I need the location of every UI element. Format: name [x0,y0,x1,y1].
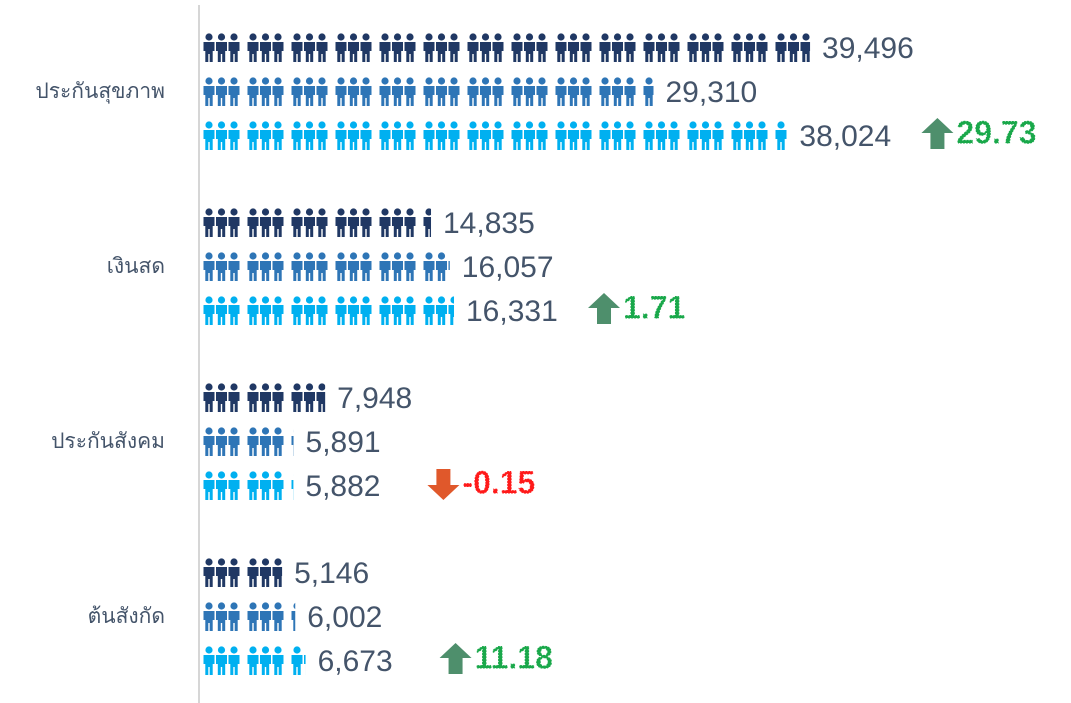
category-label: ต้นสังกัด [88,604,165,628]
value-label: 7,948 [337,382,412,415]
pictogram-bar [203,33,811,63]
value-label: 38,024 [799,120,891,153]
category-label: เงินสด [107,254,165,278]
change-label: -0.15 [462,464,535,500]
pictogram-bar [203,296,455,326]
value-label: 6,002 [307,601,382,634]
pictogram-bar [203,383,326,413]
pictogram-bar [203,646,306,676]
pictogram-bar [203,121,788,151]
change-label: 29.73 [956,114,1036,150]
down-arrow [427,469,460,500]
value-label: 6,673 [318,645,393,678]
change-label: 11.18 [475,639,553,675]
category-label: ประกันสุขภาพ [35,79,165,104]
pictogram-bar [203,558,283,588]
value-label: 39,496 [822,32,914,65]
pictogram-bar [203,427,294,457]
value-label: 5,882 [305,470,380,503]
change-label: 1.71 [623,289,685,325]
value-label: 29,310 [665,76,757,109]
pictogram-bar [203,252,450,282]
pictogram-bar [203,208,432,238]
pictogram-bar [203,602,296,632]
value-label: 5,891 [306,426,381,459]
category-label: ประกันสังคม [51,429,165,453]
value-label: 16,331 [466,295,558,328]
pictogram-bar [203,471,294,501]
value-label: 14,835 [443,207,535,240]
pictogram-bar [203,77,654,107]
up-arrow [439,643,472,674]
up-arrow [588,293,621,324]
up-arrow [921,118,954,149]
value-label: 16,057 [462,251,554,284]
value-label: 5,146 [294,557,369,590]
